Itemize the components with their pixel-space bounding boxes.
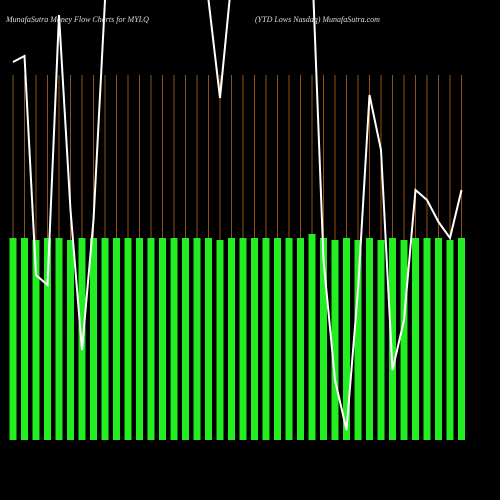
bar [389,238,396,440]
bar [446,240,454,440]
bar [297,238,304,440]
bar [90,238,97,440]
bar [182,238,189,440]
bar [101,238,109,440]
bar [239,238,247,440]
bar [251,238,258,440]
bar [320,238,327,440]
bar [366,238,373,440]
bar [159,238,166,440]
bar [205,238,212,440]
bar [308,234,316,440]
bar [285,238,293,440]
bar [124,238,132,440]
bar [331,240,339,440]
bar [170,238,178,440]
bar [262,238,270,440]
bar [136,238,143,440]
bar [21,238,28,440]
bar [147,238,155,440]
bar [67,240,74,440]
bar [193,238,201,440]
bar [343,238,350,440]
bar [354,240,362,440]
bar [423,238,431,440]
bar [113,238,120,440]
bar [32,240,40,440]
bar [274,238,281,440]
chart-title: MunafaSutra Money Flow Charts for MYLQ [5,15,149,24]
bar [216,240,224,440]
bar [228,238,235,440]
bar [44,238,51,440]
bar [458,238,465,440]
bar [412,238,419,440]
money-flow-line [12,0,463,431]
bar [400,240,408,440]
chart-subtitle: (YTD Lows Nasdaq) MunafaSutra.com [255,15,380,24]
bar [9,238,17,440]
bar [377,240,385,440]
bar [435,238,442,440]
bar [55,238,63,440]
